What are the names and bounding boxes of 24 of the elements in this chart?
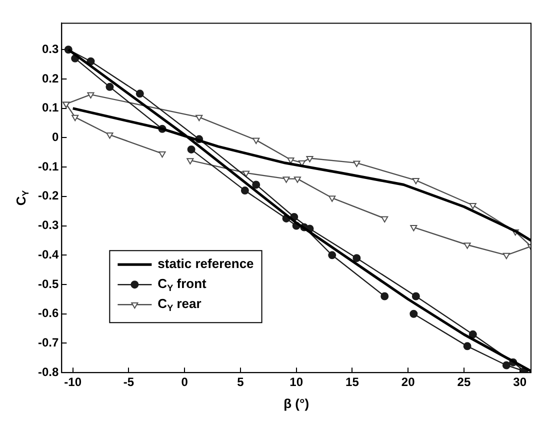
y-tick-label: -0.7 [38, 336, 59, 350]
y-tick-label: 0 [52, 130, 59, 144]
legend-label: static reference [158, 256, 254, 272]
y-tick-label: -0.2 [38, 188, 59, 203]
x-tick-label: 20 [401, 375, 416, 390]
y-tick-label: -0.4 [38, 247, 59, 262]
y-tick-label: 0.3 [42, 42, 59, 56]
y-tick-label: -0.1 [38, 159, 59, 174]
x-tick-label: 0 [181, 375, 188, 390]
y-tick-label: 0.2 [42, 71, 59, 86]
y-tick-label: 0.1 [42, 100, 59, 115]
y-tick-label: -0.6 [38, 306, 59, 320]
x-tick-label: -10 [64, 375, 82, 390]
y-tick-label: -0.5 [38, 276, 59, 291]
x-tick-label: 25 [457, 375, 471, 390]
x-tick-label: 5 [237, 375, 244, 390]
y-axis-title: CY [14, 190, 30, 206]
y-tick-label: -0.8 [38, 364, 59, 379]
x-tick-label: 10 [290, 375, 304, 390]
x-tick-label: -5 [123, 375, 134, 390]
x-axis-title: β (°) [284, 396, 310, 412]
y-tick-label: -0.3 [38, 218, 59, 232]
x-tick-label: 30 [513, 375, 527, 390]
x-tick-label: 15 [346, 375, 360, 390]
